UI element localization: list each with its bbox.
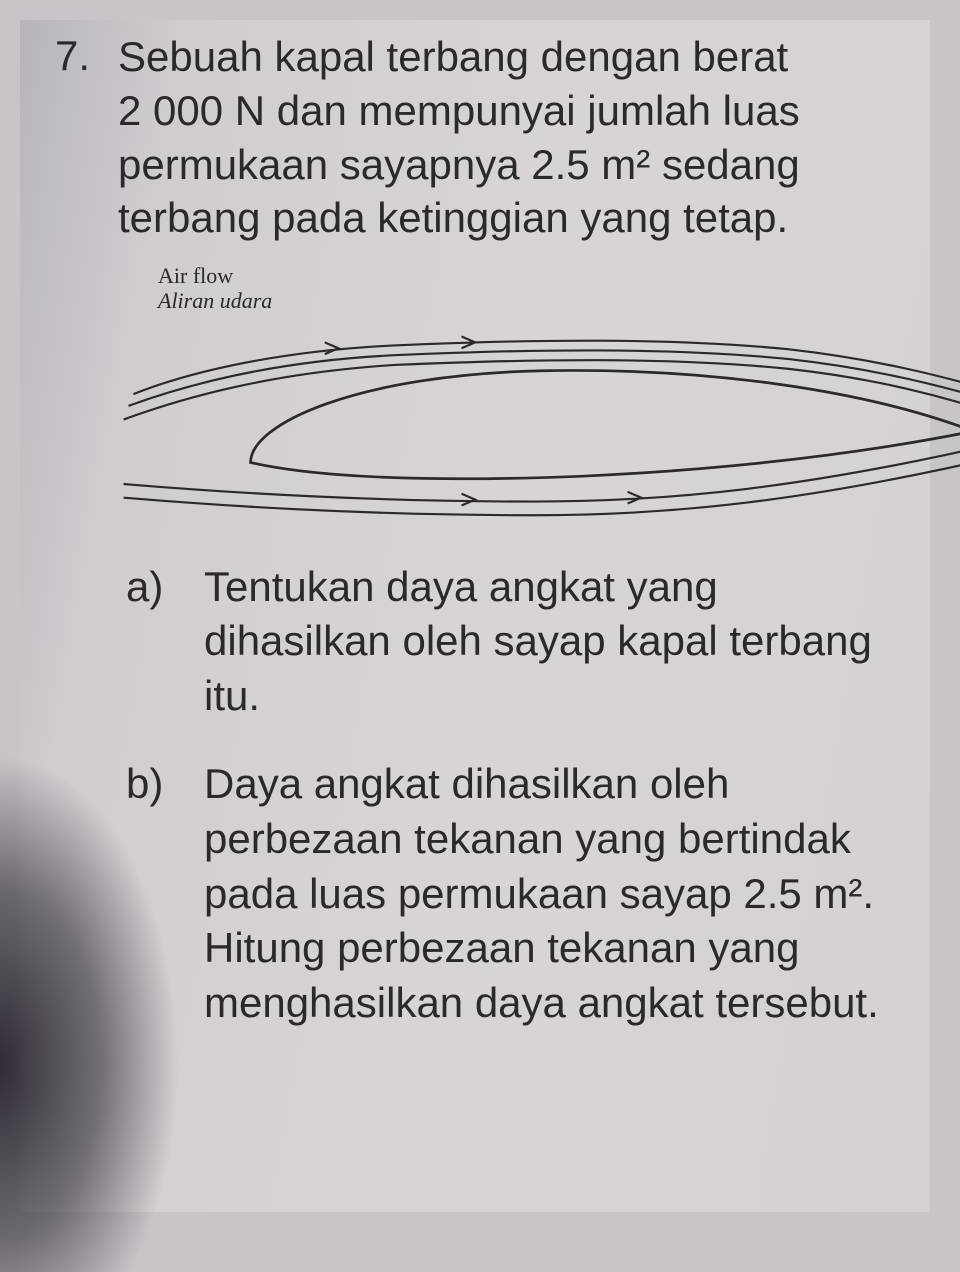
part-letter: b): [118, 757, 178, 1030]
part-line: itu.: [204, 672, 260, 719]
stem-line: Sebuah kapal terbang dengan berat: [118, 33, 788, 80]
upper-flow-lines: [124, 340, 960, 419]
stem-line: terbang pada ketinggian yang tetap.: [118, 194, 788, 241]
stem-line: 2 000 N dan mempunyai jumlah luas: [118, 87, 800, 134]
part-line: perbezaan tekanan yang bertindak: [204, 815, 851, 862]
part-line: dihasilkan oleh sayap kapal terbang: [204, 617, 872, 664]
page: 7. Sebuah kapal terbang dengan berat 2 0…: [20, 20, 930, 1212]
diagram-label-ms: Aliran udara: [158, 288, 272, 313]
airfoil-svg: [118, 316, 960, 526]
part-b-text: Daya angkat dihasilkan oleh perbezaan te…: [204, 757, 960, 1030]
airfoil-diagram: Air flow Aliran udara: [118, 263, 960, 526]
question-stem: Sebuah kapal terbang dengan berat 2 000 …: [118, 30, 960, 245]
question-body: Sebuah kapal terbang dengan berat 2 000 …: [118, 30, 960, 1030]
stem-line: permukaan sayapnya 2.5 m² sedang: [118, 141, 800, 188]
part-letter: a): [118, 560, 178, 724]
part-line: Hitung perbezaan tekanan yang: [204, 924, 799, 971]
part-b: b) Daya angkat dihasilkan oleh perbezaan…: [118, 757, 960, 1030]
part-line: Tentukan daya angkat yang: [204, 563, 718, 610]
part-a: a) Tentukan daya angkat yang dihasilkan …: [118, 560, 960, 724]
part-line: pada luas permukaan sayap 2.5 m².: [204, 870, 874, 917]
part-line: menghasilkan daya angkat tersebut.: [204, 979, 879, 1026]
question-number: 7.: [40, 30, 90, 1030]
part-a-text: Tentukan daya angkat yang dihasilkan ole…: [204, 560, 960, 724]
diagram-label: Air flow Aliran udara: [158, 263, 960, 314]
part-line: Daya angkat dihasilkan oleh: [204, 760, 729, 807]
question-row: 7. Sebuah kapal terbang dengan berat 2 0…: [40, 30, 910, 1030]
diagram-label-en: Air flow: [158, 263, 233, 288]
airfoil-shape: [251, 370, 960, 478]
